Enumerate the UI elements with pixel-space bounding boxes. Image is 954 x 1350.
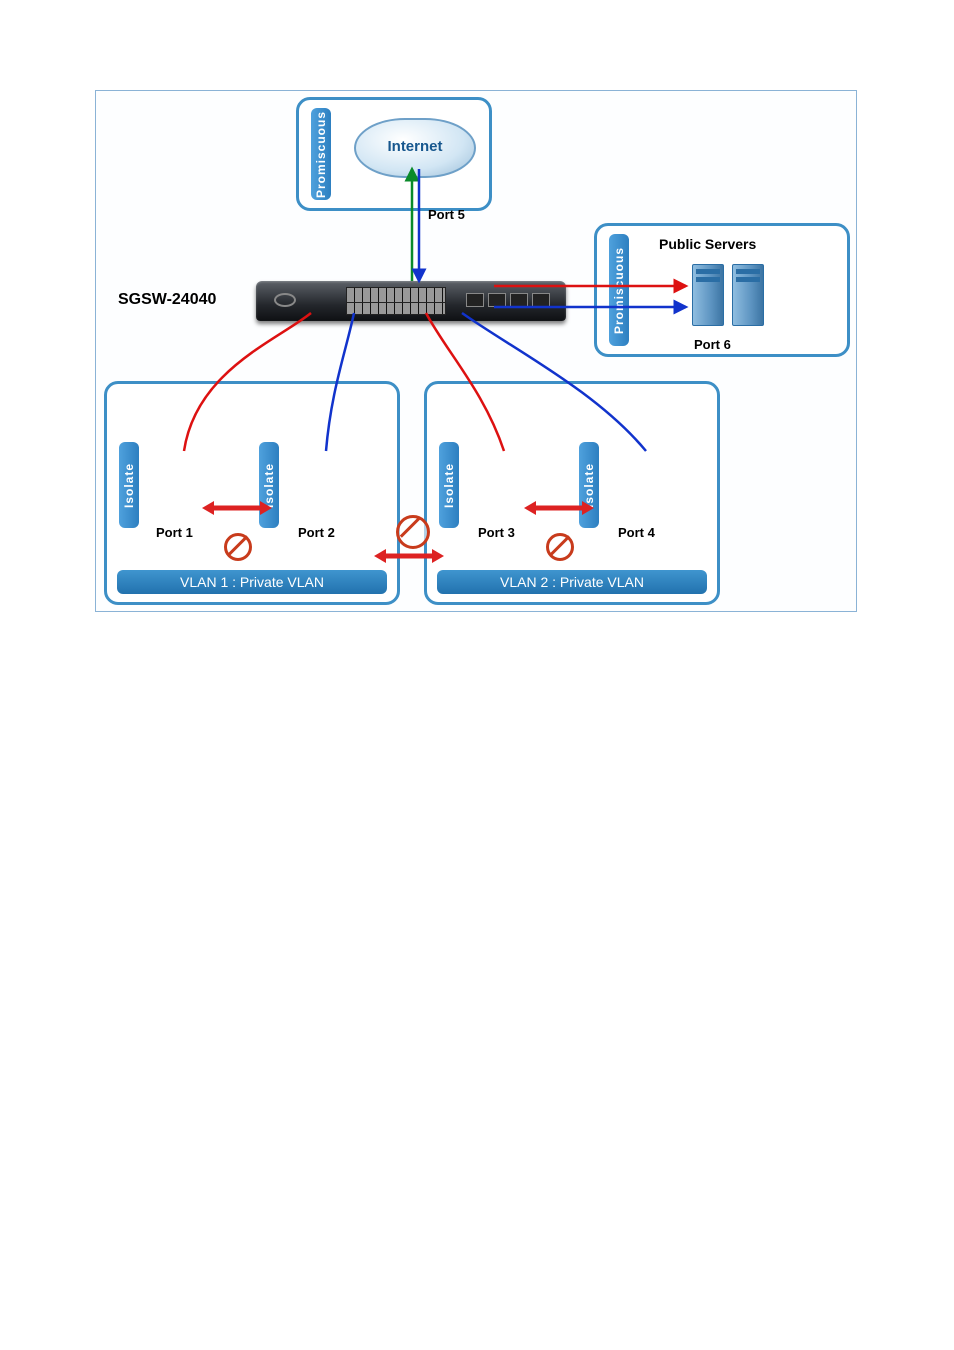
no-port3-port4 [546, 533, 574, 561]
block-vlan1-vlan2 [374, 547, 444, 565]
vlan2-zone: VLAN 2 : Private VLAN Isolate Isolate [424, 381, 720, 605]
port4-label: Port 4 [618, 525, 655, 540]
port6-label: Port 6 [694, 337, 731, 352]
block-port3-port4 [524, 499, 594, 517]
vlan2-bar: VLAN 2 : Private VLAN [437, 570, 707, 594]
vlan2-c1-tab: Isolate [439, 442, 459, 528]
servers-title: Public Servers [659, 236, 756, 252]
vlan1-c2 [297, 460, 361, 512]
vlan1-zone: VLAN 1 : Private VLAN Isolate Isolate [104, 381, 400, 605]
no-port1-port2 [224, 533, 252, 561]
server-1 [692, 264, 724, 326]
network-diagram: Promiscuous Internet Port 5 Promiscuous … [95, 90, 857, 612]
switch-model: SGSW-24040 [118, 291, 216, 309]
internet-cloud: Internet [354, 118, 476, 178]
vlan1-c1-tab: Isolate [119, 442, 139, 528]
server-2 [732, 264, 764, 326]
internet-zone: Promiscuous Internet [296, 97, 492, 211]
servers-zone-tab: Promiscuous [609, 234, 629, 346]
block-port1-port2 [202, 499, 272, 517]
internet-label: Internet [387, 138, 442, 155]
port3-label: Port 3 [478, 525, 515, 540]
switch [256, 281, 566, 321]
port1-label: Port 1 [156, 525, 193, 540]
port5-label: Port 5 [428, 207, 465, 222]
internet-zone-tab: Promiscuous [311, 108, 331, 200]
port2-label: Port 2 [298, 525, 335, 540]
vlan2-c2 [617, 460, 681, 512]
no-vlan1-vlan2 [396, 515, 430, 549]
vlan1-bar: VLAN 1 : Private VLAN [117, 570, 387, 594]
